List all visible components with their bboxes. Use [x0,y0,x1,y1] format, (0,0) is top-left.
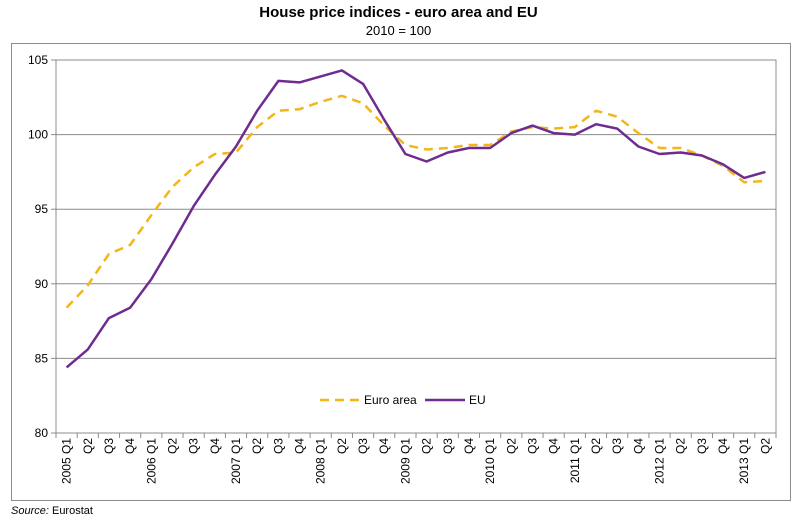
x-tick-label: Q2 [504,438,518,454]
legend: Euro area EU [320,393,486,407]
x-tick-label: Q3 [356,438,370,454]
x-tick-label: Q3 [441,438,455,454]
x-tick-label: Q2 [165,438,179,454]
x-tick-label: Q4 [377,438,391,454]
x-tick-label: Q4 [462,438,476,454]
x-tick-label: 2006 Q1 [144,438,158,484]
x-tick-label: 2005 Q1 [60,438,74,484]
source-note: Source: Eurostat [11,505,93,517]
x-tick-label: 2010 Q1 [483,438,497,484]
x-tick-label: Q3 [187,438,201,454]
x-tick-label: Q4 [631,438,645,454]
x-tick-label: Q2 [589,438,603,454]
chart-subtitle: 2010 = 100 [365,23,432,38]
x-tick-label: Q4 [293,438,307,454]
legend-label: EU [469,393,486,407]
x-tick-label: Q2 [335,438,349,454]
source-label: Source: [11,505,49,517]
series-line-eu [65,69,766,369]
x-tick-label: Q3 [102,438,116,454]
x-tick-label: Q3 [695,438,709,454]
chart-title: House price indices - euro area and EU [259,4,538,21]
x-tick-label: Q3 [610,438,624,454]
y-tick-label: 85 [35,351,49,365]
x-tick-label: Q2 [420,438,434,454]
x-axis-ticks: 2005 Q1 Q2 Q3 Q4 2006 Q1 Q2 Q3 Q4 2007 Q1 Q2 Q3 Q4 2… [55,433,777,484]
x-tick-label: Q3 [525,438,539,454]
y-tick-label: 100 [28,128,48,142]
y-tick-label: 95 [35,202,49,216]
legend-label: Euro area [364,393,417,407]
x-tick-label: Q2 [758,438,772,454]
series-layer [65,69,766,369]
grid-lines [55,59,777,434]
x-tick-label: Q4 [716,438,730,454]
x-tick-label: Q2 [81,438,95,454]
x-tick-label: Q4 [123,438,137,454]
y-axis-ticks: 80 85 90 95 100 105 [28,53,56,440]
x-tick-label: 2013 Q1 [737,438,751,484]
x-tick-label: 2011 Q1 [568,438,582,483]
x-tick-label: 2007 Q1 [229,438,243,484]
x-tick-label: Q4 [547,438,561,454]
x-tick-label: Q4 [208,438,222,454]
plot-area [55,59,777,434]
x-tick-label: Q2 [250,438,264,454]
x-tick-label: Q2 [674,438,688,454]
source-text: Eurostat [48,505,93,517]
y-tick-label: 90 [35,277,49,291]
x-tick-label: 2009 Q1 [398,438,412,484]
x-tick-label: Q3 [271,438,285,454]
x-tick-label: 2008 Q1 [314,438,328,484]
x-tick-label: 2012 Q1 [653,438,667,484]
chart-frame [11,43,791,501]
series-line-euro-area [65,94,766,309]
y-tick-label: 105 [28,53,48,67]
y-tick-label: 80 [35,426,49,440]
